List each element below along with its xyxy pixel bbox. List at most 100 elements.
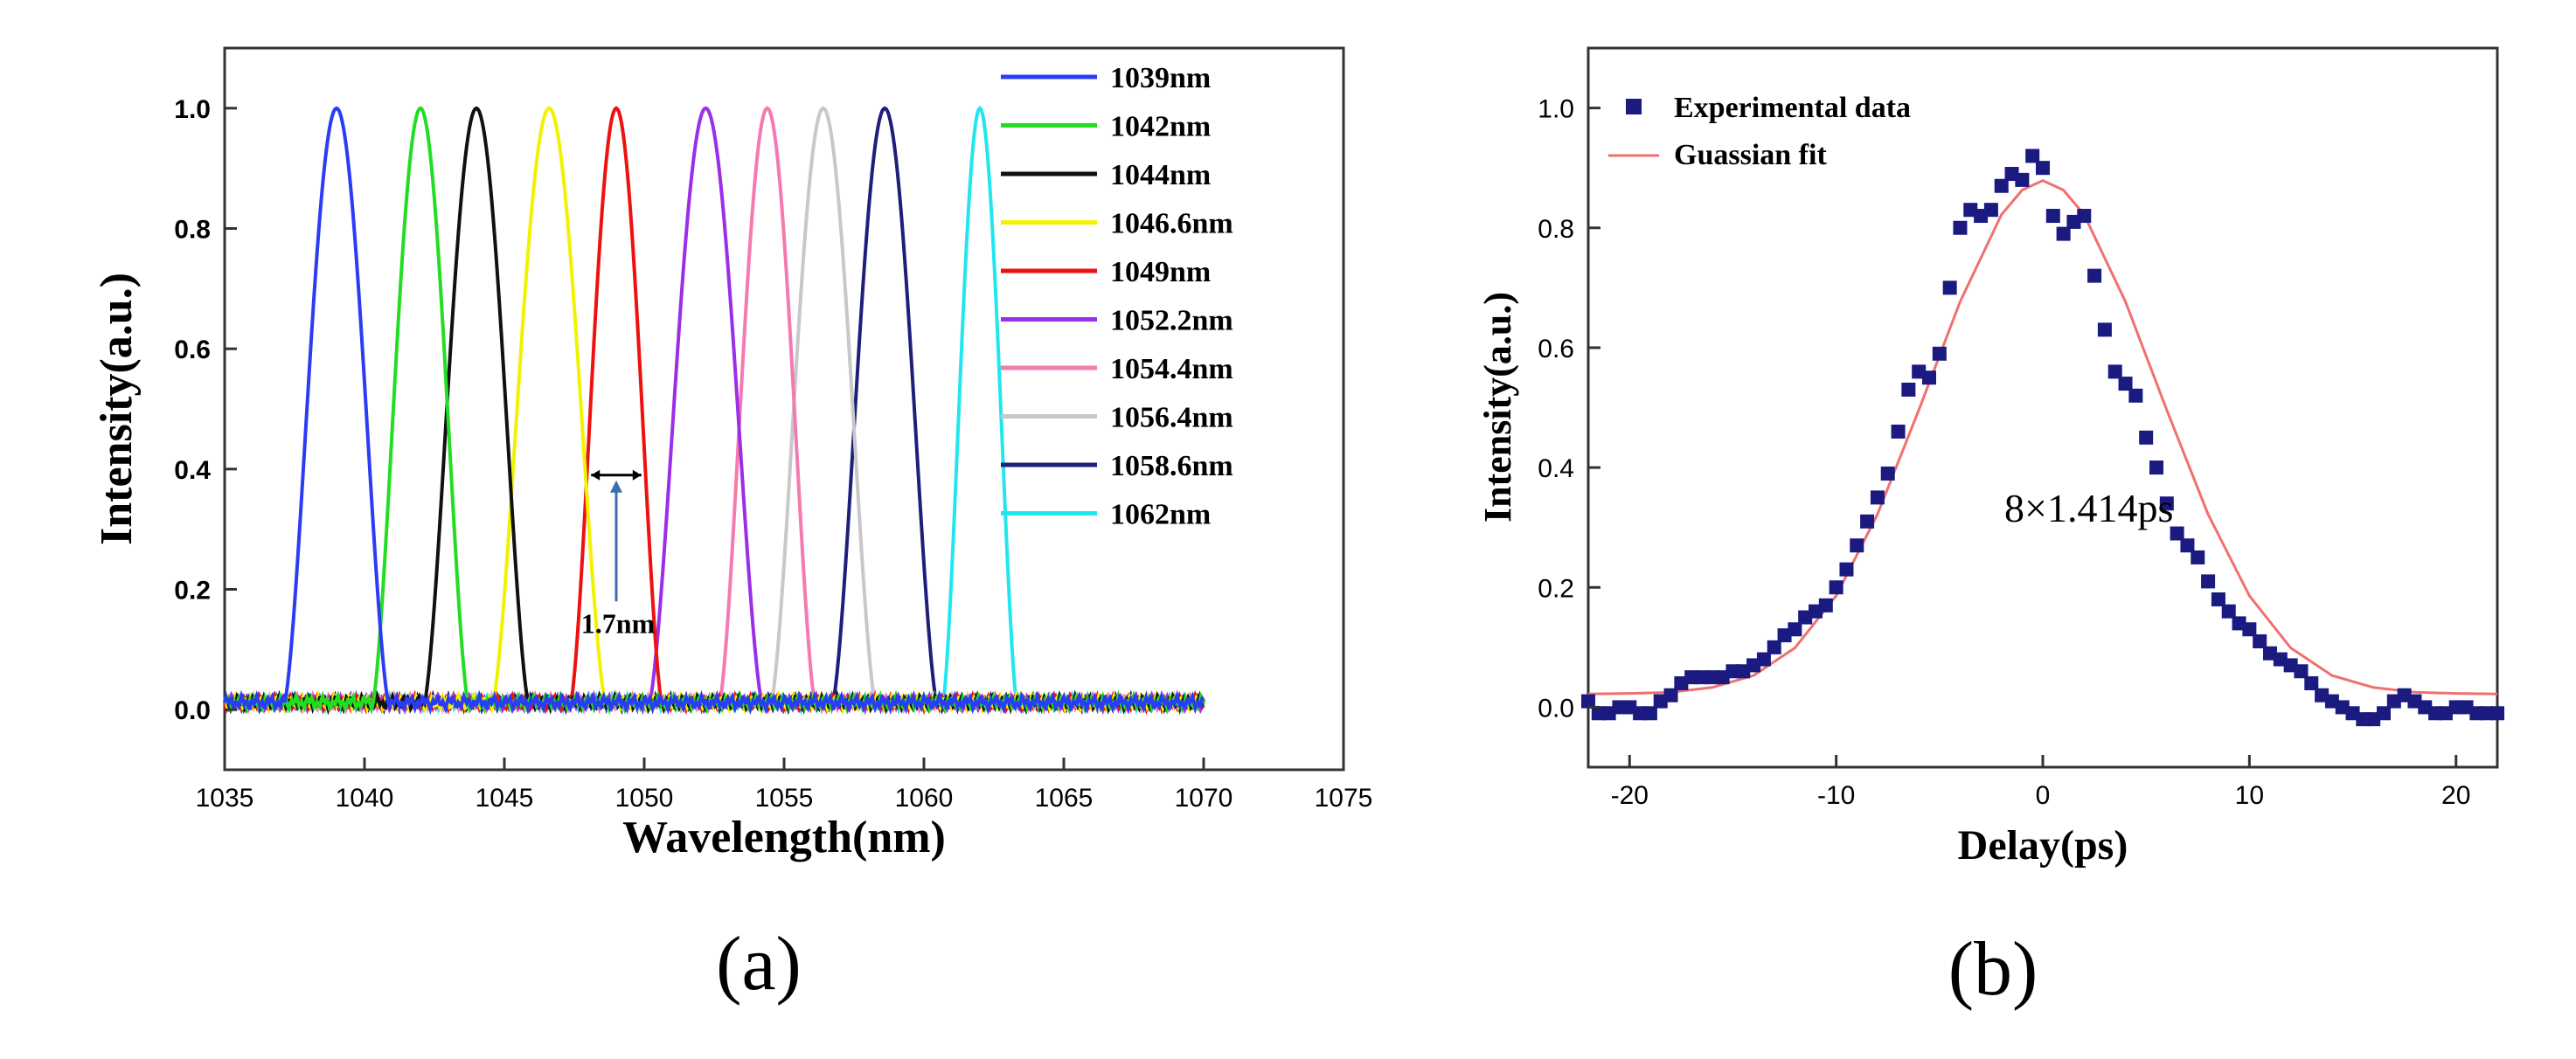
data-point	[2036, 161, 2050, 176]
data-point	[2180, 538, 2195, 553]
y-tick-label-5: 1.0	[1538, 95, 1574, 124]
y-tick-label-3: 0.6	[1538, 335, 1574, 363]
panel-b-chart: -20 -10 0 10 20 0.0 0.2 0.4 0.6 0.8 1.0 Experiment…	[1476, 46, 2504, 1012]
x-tick-label-1050: 1050	[615, 784, 674, 813]
x-tick-label-1065: 1065	[1035, 784, 1094, 813]
panel-b-series-group	[1581, 149, 2504, 727]
y-tick-label-2: 0.4	[174, 456, 211, 485]
legend-label-fit: Guassian fit	[1674, 139, 1827, 171]
data-point	[2294, 664, 2309, 679]
fwhm-pointer-head	[610, 480, 622, 493]
legend-label-experimental: Experimental data	[1674, 92, 1911, 124]
gaussian-fit-line	[1587, 178, 2498, 696]
spectrum-line-1039nm	[223, 106, 1205, 716]
panel-b-legend: Experimental data Guassian fit	[1608, 92, 1911, 171]
data-point	[2490, 706, 2504, 721]
legend-label-1046.6nm: 1046.6nm	[1110, 208, 1233, 240]
panel-label-a: (a)	[716, 922, 802, 1007]
data-point	[1994, 178, 2009, 193]
legend-label-1044nm: 1044nm	[1110, 159, 1211, 191]
x-tick-label-20: 20	[2441, 781, 2470, 810]
panel-b-annotation: 8×1.414ps	[2004, 486, 2173, 530]
x-tick-label-1045: 1045	[476, 784, 534, 813]
panel-a-series-group	[223, 105, 1205, 716]
data-point	[2253, 633, 2267, 648]
data-point	[2211, 592, 2225, 606]
data-point	[1581, 694, 1595, 709]
data-point	[2242, 622, 2257, 637]
x-tick-label-1075: 1075	[1315, 784, 1373, 813]
data-point	[2097, 322, 2112, 337]
legend-label-1039nm: 1039nm	[1110, 62, 1211, 94]
data-point	[2191, 550, 2205, 564]
panel-b-ylabel: Intensity(a.u.)	[1476, 292, 1519, 523]
x-tick-label-1070: 1070	[1175, 784, 1233, 813]
panel-b-xlabel: Delay(ps)	[1958, 822, 2128, 869]
x-tick-label--10: -10	[1817, 781, 1855, 810]
y-tick-label-2: 0.4	[1538, 454, 1574, 483]
legend-label-1054.4nm: 1054.4nm	[1110, 353, 1233, 385]
x-tick-label-1040: 1040	[336, 784, 394, 813]
y-tick-label-4: 0.8	[1538, 215, 1574, 244]
data-point	[1756, 652, 1771, 667]
legend-label-1056.4nm: 1056.4nm	[1110, 402, 1233, 434]
data-point	[2087, 268, 2102, 283]
data-point	[2025, 149, 2040, 163]
y-tick-label-1: 0.2	[174, 577, 211, 606]
data-point	[2056, 226, 2071, 241]
data-point	[1829, 580, 1843, 595]
y-tick-label-0: 0.0	[1538, 694, 1574, 723]
data-point	[1983, 203, 1998, 218]
data-point	[1870, 490, 1885, 505]
data-point	[1860, 514, 1875, 529]
data-point	[2077, 209, 2092, 224]
panel-a-plot-frame	[223, 46, 1345, 772]
x-tick-label--20: -20	[1611, 781, 1649, 810]
data-point	[2107, 364, 2122, 379]
data-point	[2170, 526, 2184, 541]
data-point	[2304, 675, 2319, 690]
data-point	[2128, 388, 2143, 403]
panel-b-ticks: -20 -10 0 10 20 0.0 0.2 0.4 0.6 0.8 1.0	[1538, 95, 2470, 810]
x-tick-label-1060: 1060	[895, 784, 954, 813]
legend-label-1058.6nm: 1058.6nm	[1110, 450, 1233, 482]
data-point	[1953, 220, 1968, 235]
data-point	[1891, 424, 1906, 439]
data-point	[1850, 538, 1864, 553]
y-tick-label-1: 0.2	[1538, 574, 1574, 603]
legend-label-1052.2nm: 1052.2nm	[1110, 305, 1233, 337]
x-tick-label-1055: 1055	[755, 784, 814, 813]
data-point	[1922, 370, 1936, 385]
data-point	[2045, 209, 2060, 224]
data-point	[2377, 706, 2391, 721]
fwhm-label: 1.7nm	[581, 607, 656, 639]
data-point	[2118, 377, 2133, 391]
data-point	[1663, 688, 1678, 703]
data-point	[2139, 430, 2154, 445]
y-tick-label-5: 1.0	[174, 95, 211, 124]
panel-a-legend: 1039nm 1042nm 1044nm 1046.6nm 1049nm 1052.2nm…	[1001, 62, 1233, 531]
data-point	[1880, 466, 1895, 481]
panel-a-annotation: 1.7nm	[581, 469, 656, 639]
data-point	[1932, 346, 1947, 361]
y-tick-label-0: 0.0	[174, 696, 211, 725]
panel-a-xlabel: Wavelength(nm)	[622, 813, 946, 862]
fwhm-arrowhead-right	[632, 469, 642, 481]
data-point	[2015, 172, 2030, 187]
legend-label-1049nm: 1049nm	[1110, 256, 1211, 288]
y-tick-label-4: 0.8	[174, 216, 211, 245]
x-tick-label-1035: 1035	[196, 784, 254, 813]
legend-label-1062nm: 1062nm	[1110, 499, 1211, 531]
x-tick-label-10: 10	[2235, 781, 2264, 810]
data-point	[2221, 604, 2236, 619]
panel-a-chart: 1035 1040 1045 1050 1055 1060 1065 1070 1075 0.0 0…	[92, 46, 1373, 1007]
data-point	[2149, 460, 2163, 475]
x-tick-label-0: 0	[2036, 781, 2051, 810]
data-point	[1767, 640, 1781, 654]
data-point	[1942, 280, 1957, 295]
legend-swatch-experimental	[1626, 99, 1642, 114]
data-point	[2201, 574, 2216, 589]
fwhm-arrowhead-left	[591, 469, 601, 481]
data-point	[1642, 706, 1657, 721]
